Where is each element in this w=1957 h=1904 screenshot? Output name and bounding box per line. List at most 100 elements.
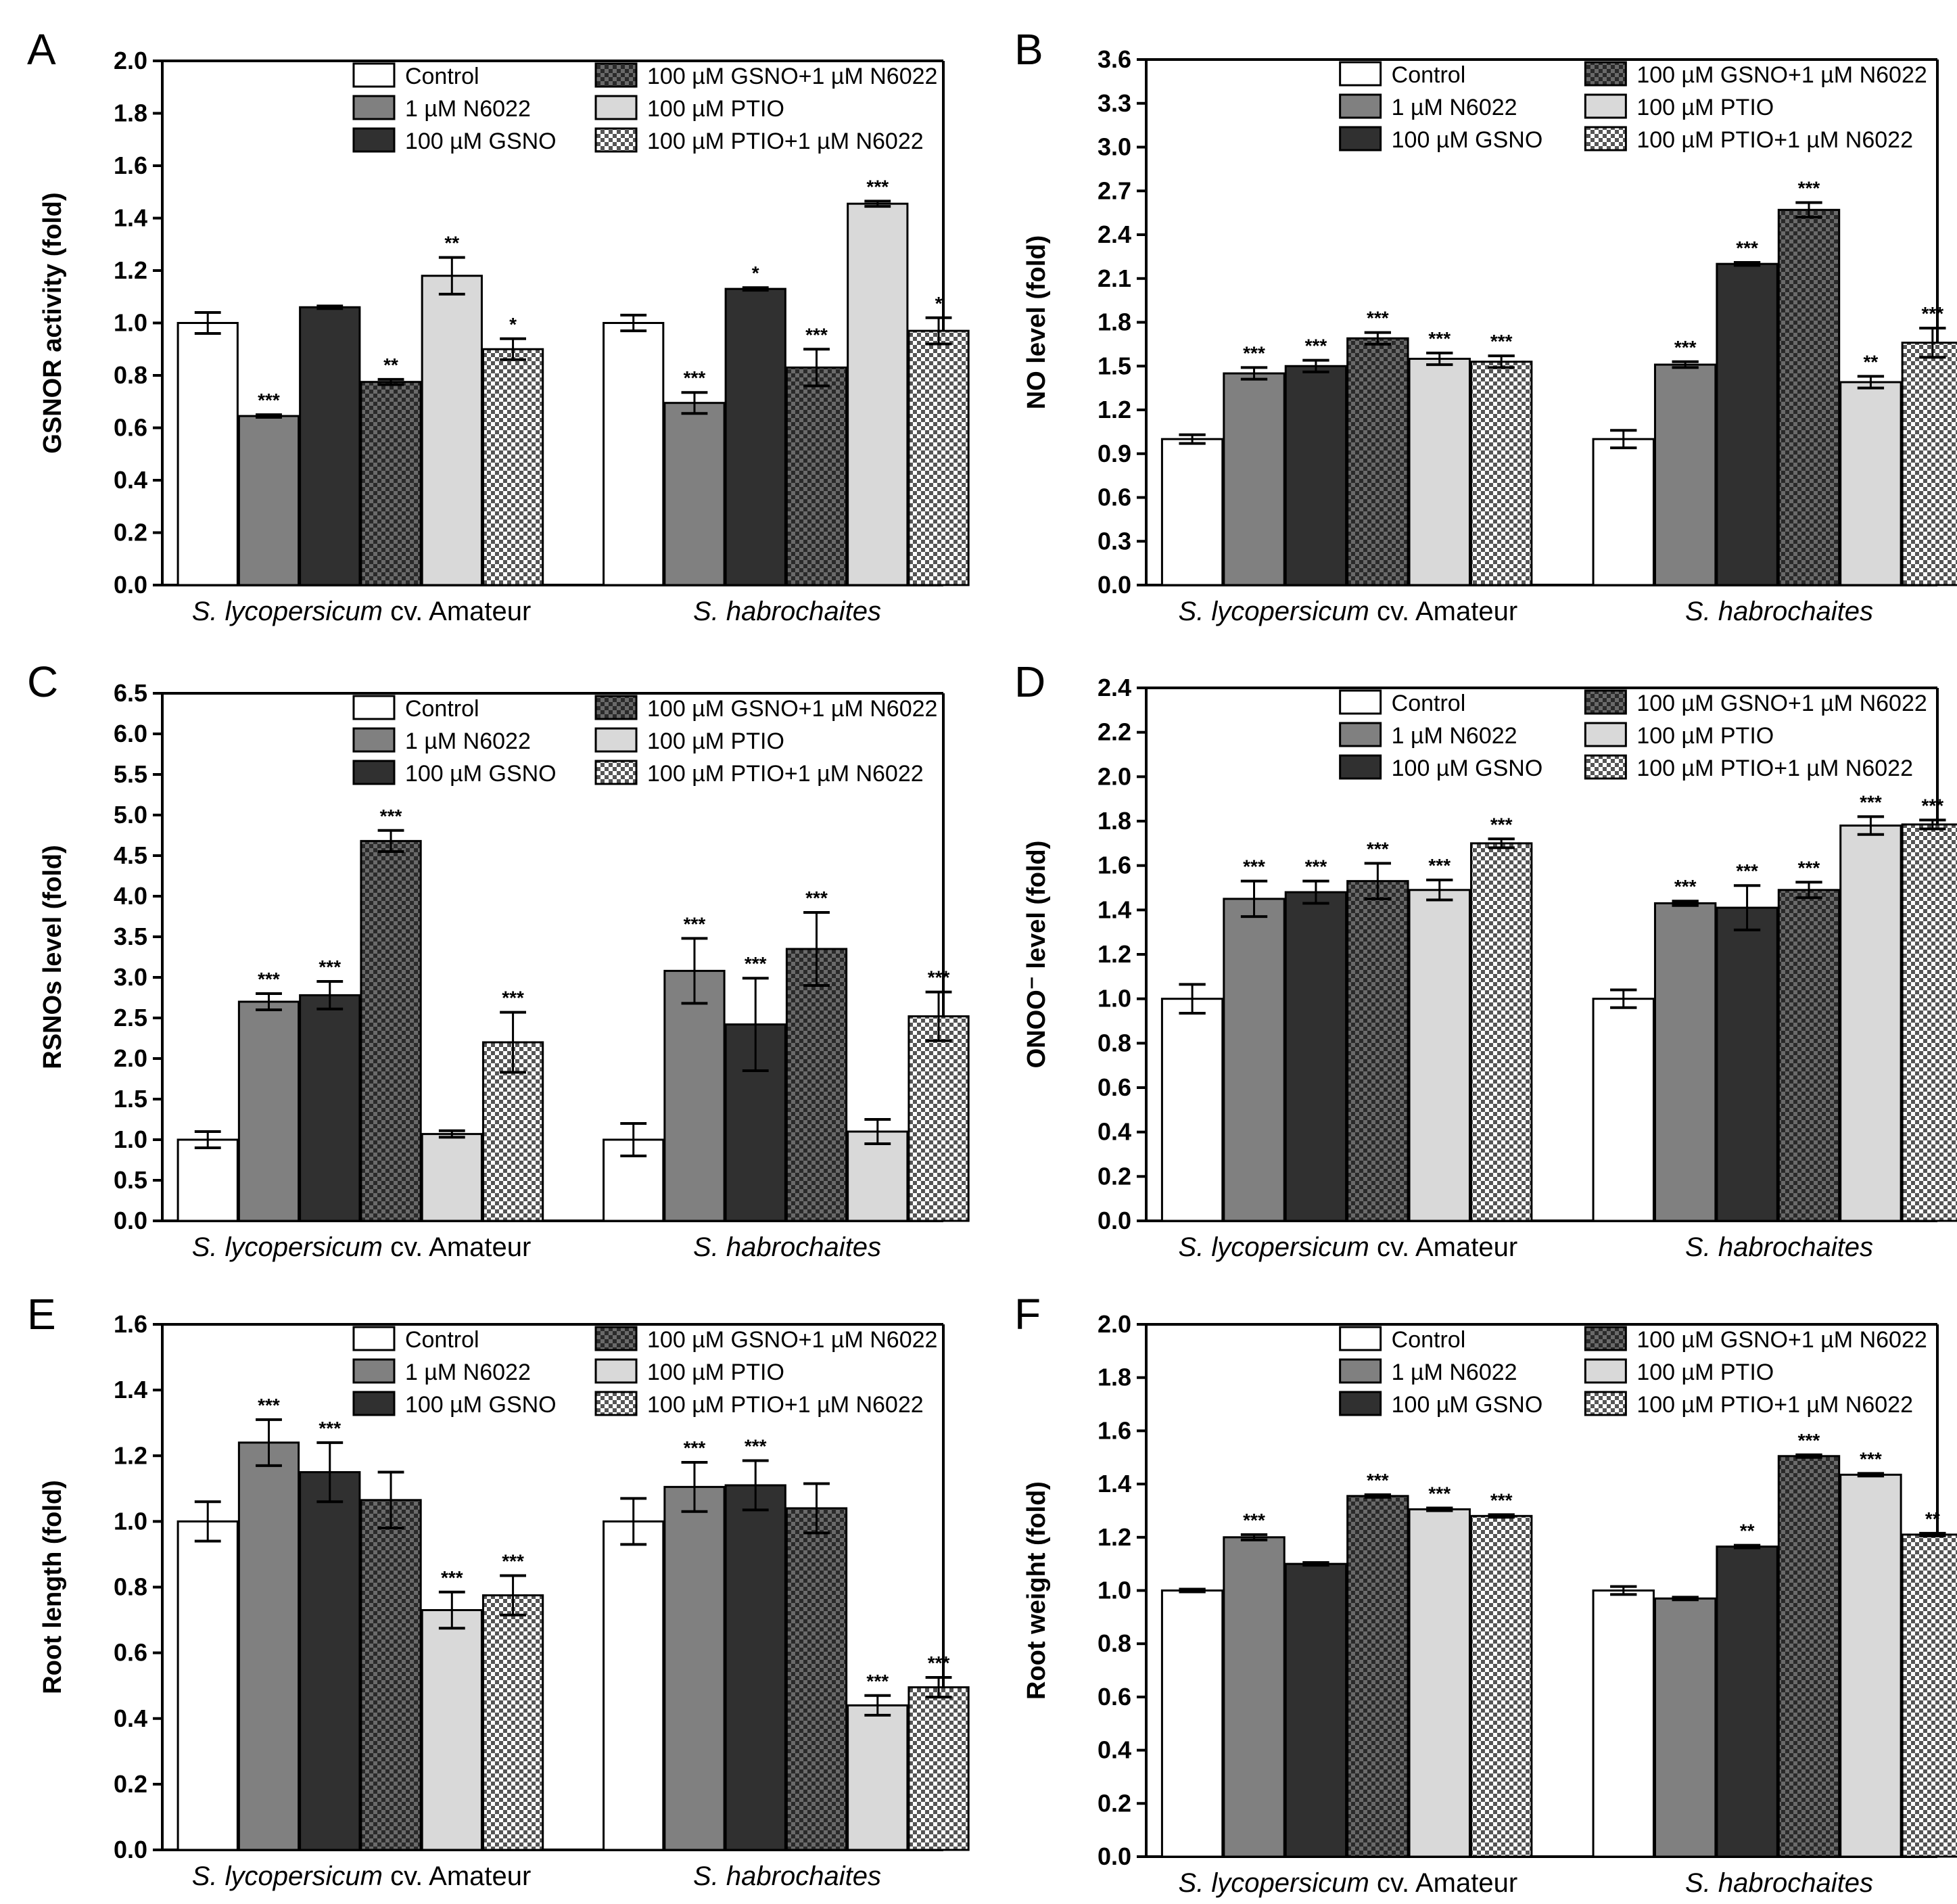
significance-label: *** (1490, 331, 1513, 352)
legend: Control 1 µM N6022 100 µM GSNO 100 µM GSNO+… (352, 695, 937, 787)
legend-swatch (594, 760, 638, 785)
legend-swatch (594, 95, 638, 120)
x-category-label: S. lycopersicum cv. Amateur (1179, 1868, 1518, 1898)
legend-label: 1 µM N6022 (1392, 1360, 1517, 1385)
y-axis-label: ONOO⁻ level (fold) (1022, 841, 1051, 1069)
x-category-label: S. lycopersicum cv. Amateur (1179, 597, 1518, 626)
legend-label: Control (405, 1327, 479, 1353)
y-tick-label: 3.5 (114, 923, 147, 950)
legend-label: 100 µM GSNO (1392, 756, 1543, 781)
legend-swatch (352, 760, 396, 785)
bar (724, 287, 786, 586)
y-tick-label: 1.2 (114, 256, 147, 284)
y-axis-label: RSNOs level (fold) (39, 845, 67, 1069)
bar (1839, 381, 1902, 586)
y-tick-label: 1.4 (114, 1376, 147, 1403)
bar (1469, 1514, 1533, 1858)
legend-swatch (1584, 754, 1627, 780)
significance-label: *** (866, 176, 889, 197)
panel-letter: F (1014, 1290, 1041, 1339)
y-tick-label: 2.7 (1098, 177, 1131, 204)
significance-label: *** (1798, 1430, 1820, 1451)
bar (481, 348, 544, 586)
y-tick-label: 0.5 (114, 1166, 147, 1194)
significance-label: *** (684, 367, 706, 388)
legend-label: 100 µM PTIO+1 µM N6022 (647, 761, 924, 787)
y-tick-label: 5.0 (114, 801, 147, 829)
x-category-label: S. habrochaites (1685, 1232, 1873, 1262)
significance-label: * (752, 262, 759, 283)
legend-swatch (1584, 61, 1627, 87)
y-tick-label: 2.0 (1098, 1310, 1131, 1338)
y-tick-label: 3.0 (1098, 133, 1131, 161)
significance-label: *** (1490, 1489, 1513, 1510)
legend-swatch (352, 727, 396, 753)
significance-label: *** (441, 1567, 463, 1588)
significance-label: *** (1860, 791, 1882, 812)
panel-letter: E (27, 1290, 56, 1339)
legend-swatch (1584, 722, 1627, 747)
bar (1223, 1536, 1286, 1858)
legend-swatch (1584, 126, 1627, 152)
legend-label: 1 µM N6022 (1392, 723, 1517, 749)
legend-swatch (1339, 93, 1382, 119)
x-category-label: S. lycopersicum cv. Amateur (192, 1861, 532, 1891)
y-tick-label: 2.5 (114, 1004, 147, 1031)
legend-label: 100 µM PTIO+1 µM N6022 (1636, 756, 1913, 781)
bar (1469, 842, 1533, 1222)
legend-label: 1 µM N6022 (1392, 95, 1517, 120)
bar (1469, 361, 1533, 586)
bar (603, 322, 665, 586)
bar (907, 1015, 970, 1222)
significance-label: *** (1243, 856, 1265, 877)
legend-label: 100 µM PTIO (1636, 723, 1774, 749)
significance-label: *** (1367, 838, 1389, 859)
significance-label: *** (1305, 335, 1327, 356)
bar (785, 1507, 848, 1851)
bar (1901, 823, 1957, 1222)
legend-label: 100 µM GSNO+1 µM N6022 (647, 696, 937, 722)
significance-label: *** (1736, 237, 1758, 258)
legend-label: 1 µM N6022 (405, 728, 531, 754)
significance-label: *** (805, 887, 828, 908)
bar (1284, 891, 1348, 1222)
y-tick-label: 0.6 (1098, 1683, 1131, 1711)
legend-swatch (1339, 126, 1382, 152)
legend-label: 100 µM PTIO (647, 96, 784, 122)
y-tick-label: 0.2 (1098, 1162, 1131, 1190)
y-tick-label: 2.0 (114, 47, 147, 74)
y-tick-label: 1.2 (1098, 940, 1131, 968)
bar (1160, 1589, 1224, 1858)
y-tick-label: 2.1 (1098, 264, 1131, 292)
legend-swatch (352, 95, 396, 120)
bar (1901, 342, 1957, 586)
legend-label: 100 µM PTIO+1 µM N6022 (1636, 1392, 1913, 1418)
y-tick-label: 0.3 (1098, 527, 1131, 555)
significance-label: *** (319, 1418, 341, 1439)
significance-label: *** (1428, 328, 1451, 349)
bar (237, 1000, 300, 1222)
significance-label: *** (1428, 855, 1451, 876)
bar (1223, 372, 1286, 586)
legend-swatch (594, 695, 638, 720)
bar (1653, 1597, 1717, 1858)
bar (1160, 998, 1224, 1222)
y-tick-label: 0.8 (114, 361, 147, 389)
bar (1408, 889, 1471, 1222)
significance-label: *** (1243, 1510, 1265, 1531)
legend-swatch (1339, 1358, 1382, 1384)
legend-label: 100 µM PTIO+1 µM N6022 (1636, 127, 1913, 153)
legend-label: 1 µM N6022 (405, 1360, 531, 1385)
y-tick-label: 0.2 (114, 1770, 147, 1798)
y-tick-label: 1.4 (1098, 1470, 1131, 1497)
bar (1653, 363, 1717, 586)
legend-swatch (1584, 1358, 1627, 1384)
legend-swatch (594, 127, 638, 153)
y-tick-label: 3.6 (1098, 45, 1131, 73)
y-tick-label: 0.2 (114, 519, 147, 547)
bar (481, 1594, 544, 1851)
bar (176, 1138, 239, 1222)
legend-label: 100 µM GSNO+1 µM N6022 (647, 1327, 937, 1353)
legend-swatch (352, 1358, 396, 1384)
